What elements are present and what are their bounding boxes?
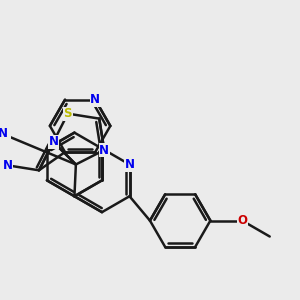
Text: N: N xyxy=(99,143,109,157)
Text: S: S xyxy=(64,107,72,120)
Text: N: N xyxy=(48,136,59,148)
Text: O: O xyxy=(237,214,247,227)
Text: N: N xyxy=(2,159,13,172)
Text: N: N xyxy=(90,93,100,106)
Text: N: N xyxy=(124,158,134,171)
Text: N: N xyxy=(0,128,8,140)
